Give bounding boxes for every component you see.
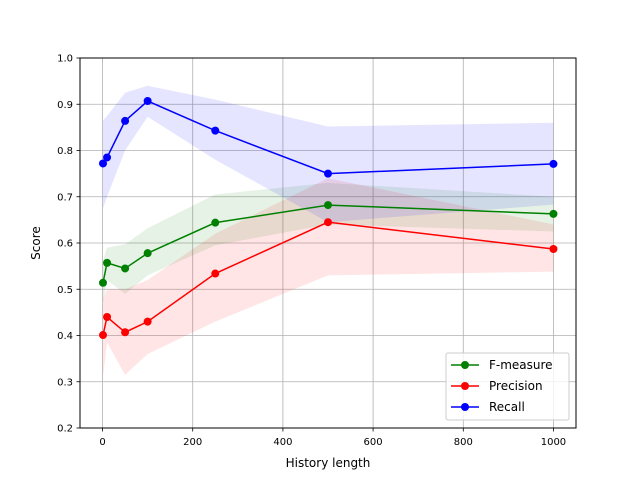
y-tick-label: 0.2 [57,424,73,435]
data-point [103,258,112,267]
confidence-bands [102,85,554,378]
data-point [211,269,220,278]
x-tick-label: 600 [364,437,383,448]
legend: F-measure Precision Recall [445,352,570,421]
y-axis-ticks: 0.2 0.3 0.4 0.5 0.6 0.7 0.8 0.9 1.0 [57,54,80,435]
series-points [98,97,558,340]
data-point [549,209,558,218]
data-point [143,317,152,326]
y-tick-label: 0.7 [57,192,73,203]
legend-marker [461,382,469,390]
x-axis-ticks: 0 200 400 600 800 1000 [99,428,566,448]
x-axis-label: History length [286,456,371,470]
y-tick-label: 0.5 [57,285,73,296]
legend-label: Recall [489,400,525,414]
data-point [98,278,107,287]
y-tick-label: 1.0 [57,54,73,65]
y-tick-label: 0.6 [57,239,73,250]
y-tick-label: 0.3 [57,377,73,388]
legend-label: Precision [489,379,543,393]
band-2 [102,85,554,223]
data-point [121,328,130,337]
band-1 [102,178,554,378]
data-point [121,264,130,273]
band-0 [102,182,554,304]
x-tick-label: 1000 [541,437,566,448]
x-tick-label: 200 [183,437,202,448]
data-point [121,116,130,125]
data-point [211,126,220,135]
data-point [324,218,332,227]
data-point [324,201,332,210]
data-point [103,153,112,162]
data-point [324,169,332,178]
x-tick-label: 400 [273,437,292,448]
legend-label: F-measure [489,358,553,372]
data-point [103,313,112,321]
data-point [143,249,152,258]
data-point [143,97,152,106]
x-tick-label: 800 [454,437,473,448]
data-point [98,331,107,340]
y-tick-label: 0.8 [57,146,73,157]
legend-box [445,352,570,421]
data-point [549,245,558,254]
legend-marker [461,403,469,411]
x-tick-label: 0 [99,437,105,448]
data-point [549,159,558,168]
y-tick-label: 0.4 [57,331,73,342]
data-point [98,159,107,168]
y-tick-label: 0.9 [57,100,73,111]
data-point [211,218,220,227]
legend-marker [461,361,469,369]
y-axis-label: Score [29,226,43,260]
